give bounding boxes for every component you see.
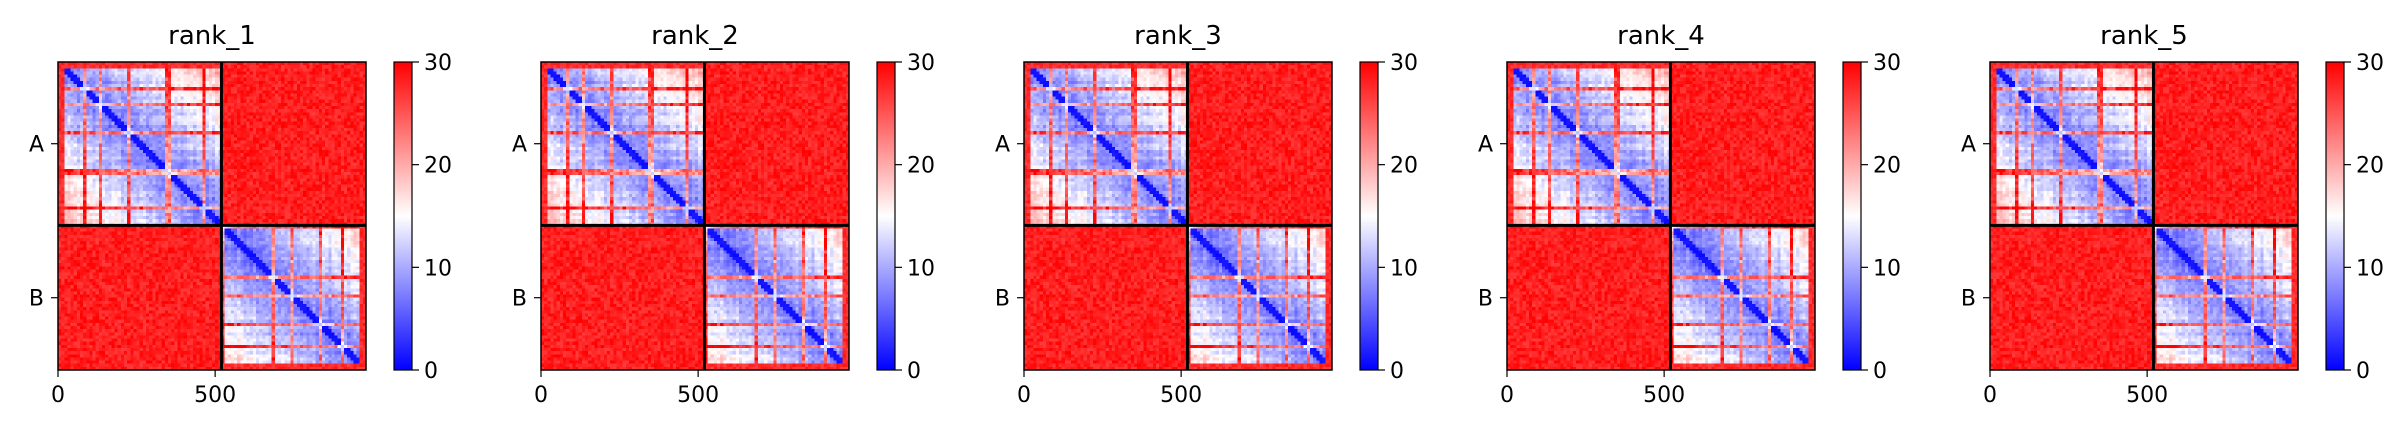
colorbar — [1359, 61, 1379, 371]
colorbar-tick-label: 30 — [1390, 51, 1418, 76]
axes-frame — [540, 61, 850, 371]
subplot-title: rank_1 — [168, 21, 256, 51]
xtick-label: 0 — [534, 383, 548, 408]
xtick-label: 0 — [1983, 383, 1997, 408]
subplot-title: rank_5 — [2100, 21, 2188, 51]
colorbar-tick-label: 20 — [907, 154, 935, 179]
chain-label: A — [29, 133, 44, 158]
subplot-title: rank_3 — [1134, 21, 1222, 51]
subplot-3: rank_3 A B 0 500 0 10 20 30 — [995, 21, 1418, 408]
colorbar-tick-label: 30 — [1873, 51, 1901, 76]
colorbar — [876, 61, 896, 371]
heatmap-image — [1990, 62, 2298, 370]
colorbar-tick-label: 0 — [1390, 359, 1404, 384]
xtick-label: 0 — [1500, 383, 1514, 408]
chain-label: A — [512, 133, 527, 158]
colorbar-tick-label: 20 — [1873, 154, 1901, 179]
chain-label: B — [995, 287, 1010, 312]
xtick-label: 500 — [194, 383, 236, 408]
colorbar-tick-label: 30 — [424, 51, 452, 76]
colorbar-tick-label: 10 — [1873, 256, 1901, 281]
heatmap-image — [58, 62, 366, 370]
chain-label: B — [512, 287, 527, 312]
xtick-label: 500 — [677, 383, 719, 408]
heatmap-image — [1024, 62, 1332, 370]
axes-frame — [1989, 61, 2299, 371]
subplot-title: rank_2 — [651, 21, 739, 51]
colorbar-tick-label: 10 — [2356, 256, 2384, 281]
colorbar-tick-label: 0 — [1873, 359, 1887, 384]
colorbar-tick-label: 0 — [2356, 359, 2370, 384]
colorbar-tick-label: 30 — [2356, 51, 2384, 76]
colorbar-tick-label: 20 — [1390, 154, 1418, 179]
colorbar — [393, 61, 413, 371]
xtick-label: 500 — [1643, 383, 1685, 408]
chain-label: A — [1961, 133, 1976, 158]
subplot-5: rank_5 A B 0 500 0 10 20 30 — [1961, 21, 2384, 408]
colorbar-tick-label: 10 — [424, 256, 452, 281]
xtick-label: 500 — [2126, 383, 2168, 408]
colorbar-tick-label: 20 — [2356, 154, 2384, 179]
colorbar-tick-label: 10 — [907, 256, 935, 281]
colorbar-tick-label: 10 — [1390, 256, 1418, 281]
subplot-1: rank_1 A B 0 500 0 10 20 30 — [29, 21, 452, 408]
colorbar — [2325, 61, 2345, 371]
subplot-title: rank_4 — [1617, 21, 1705, 51]
colorbar — [1842, 61, 1862, 371]
heatmap-image — [541, 62, 849, 370]
axes-frame — [1023, 61, 1333, 371]
colorbar-tick-label: 20 — [424, 154, 452, 179]
subplot-2: rank_2 A B 0 500 0 10 20 30 — [512, 21, 935, 408]
chain-label: A — [1478, 133, 1493, 158]
xtick-label: 0 — [1017, 383, 1031, 408]
chain-label: B — [1478, 287, 1493, 312]
chain-label: B — [1961, 287, 1976, 312]
xtick-label: 500 — [1160, 383, 1202, 408]
subplot-4: rank_4 A B 0 500 0 10 20 30 — [1478, 21, 1901, 408]
chain-label: A — [995, 133, 1010, 158]
axes-frame — [57, 61, 367, 371]
colorbar-tick-label: 0 — [907, 359, 921, 384]
xtick-label: 0 — [51, 383, 65, 408]
axes-frame — [1506, 61, 1816, 371]
heatmap-image — [1507, 62, 1815, 370]
colorbar-tick-label: 30 — [907, 51, 935, 76]
chain-label: B — [29, 287, 44, 312]
colorbar-tick-label: 0 — [424, 359, 438, 384]
